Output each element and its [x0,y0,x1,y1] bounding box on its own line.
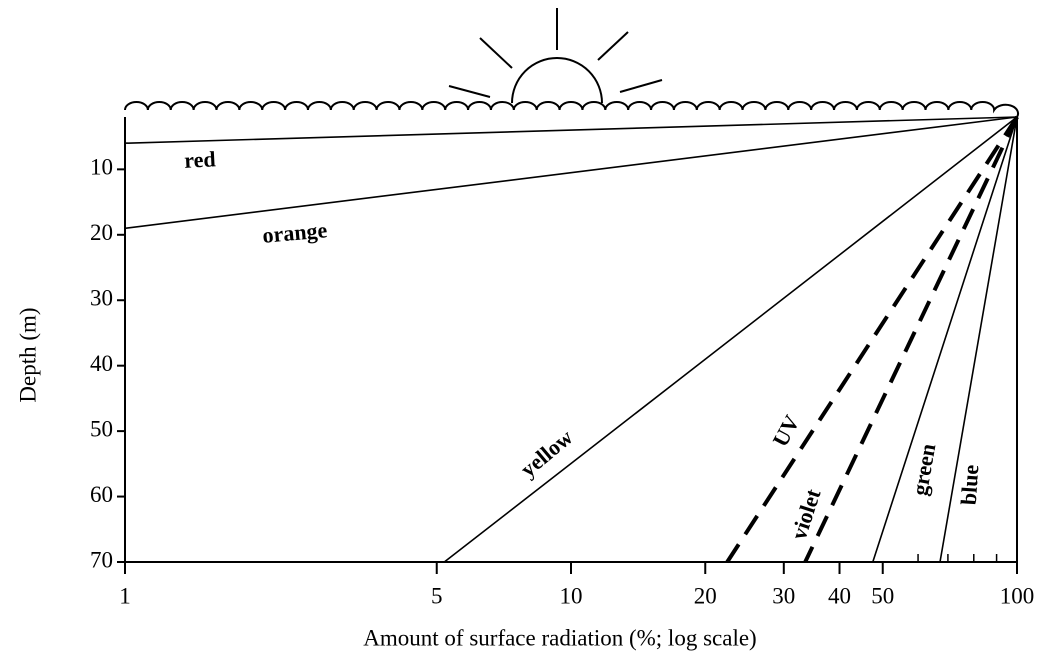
series-label: blue [956,464,984,506]
sun-ray [448,85,491,98]
x-tick-label: 100 [1000,583,1035,608]
y-tick-label: 30 [90,286,113,311]
sun-ray [597,31,629,61]
sun [448,8,663,104]
series-line [725,115,1019,564]
x-tick-label: 10 [560,583,583,608]
series-label: yellow [515,424,577,482]
series-label: red [184,146,217,173]
sun-ray [479,37,513,69]
series-label: UV [767,411,804,451]
x-tick-label: 1 [119,583,131,608]
series-line [872,116,1018,563]
sun-disc [511,57,603,104]
x-tick-label: 20 [694,583,717,608]
series-line [124,116,1018,144]
x-axis-label: Amount of surface radiation (%; log scal… [363,625,756,650]
y-tick-label: 50 [90,416,113,441]
sun-ray [619,79,663,93]
series-line [443,116,1018,563]
series-line [939,116,1018,563]
x-tick-label: 40 [828,583,851,608]
x-tick-label: 5 [431,583,443,608]
y-tick-label: 40 [90,351,113,376]
series-label: green [907,442,941,498]
y-tick-label: 10 [90,155,113,180]
y-axis-label: Depth (m) [15,307,40,402]
series-line [803,116,1019,563]
x-tick-label: 50 [871,583,894,608]
y-tick-label: 20 [90,220,113,245]
y-tick-label: 60 [90,482,113,507]
y-tick-label: 70 [90,547,113,572]
water-surface [124,101,1020,118]
series-label: orange [261,217,328,248]
x-tick-label: 30 [772,583,795,608]
series-line [124,116,1018,230]
